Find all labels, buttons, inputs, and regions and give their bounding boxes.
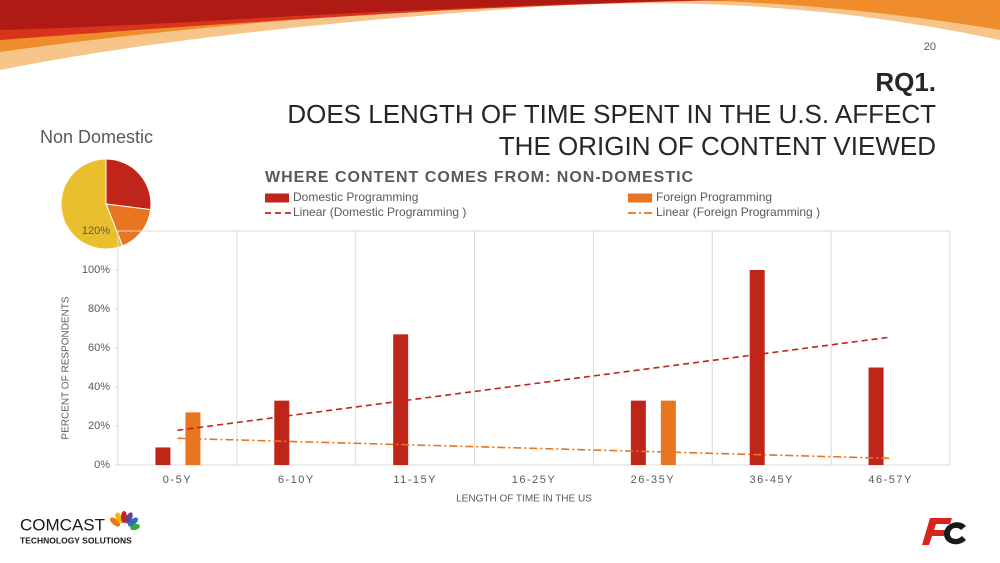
y-axis-label: PERCENT OF RESPONDENTS — [61, 296, 72, 439]
y-tick-label: 60% — [88, 342, 110, 354]
slide-title: THE ORIGIN OF CONTENT VIEWED — [499, 131, 936, 161]
legend-label: Domestic Programming — [293, 190, 418, 204]
y-tick-label: 100% — [82, 264, 110, 276]
peacock-logo — [110, 511, 140, 531]
bar — [155, 447, 171, 465]
bar — [185, 412, 201, 465]
bar — [630, 400, 646, 465]
pie-slice — [105, 158, 152, 211]
y-tick-label: 80% — [88, 303, 110, 315]
bar — [749, 270, 765, 465]
x-tick-label: 0-5Y — [163, 474, 192, 486]
top-swoosh — [0, 0, 1000, 70]
page-number: 20 — [924, 41, 936, 53]
bar-chart: 0% 20% 40% 60% 80% 100% 120% 0-5Y 6-10Y 11-15Y 16-… — [61, 190, 951, 505]
x-tick-label: 26-35Y — [631, 474, 675, 486]
x-tick-label: 6-10Y — [278, 474, 315, 486]
y-tick-label: 120% — [82, 225, 110, 237]
bar — [868, 367, 884, 465]
x-tick-label: 46-57Y — [868, 474, 912, 486]
logo-sub: TECHNOLOGY SOLUTIONS — [20, 535, 132, 545]
slide-title: DOES LENGTH OF TIME SPENT IN THE U.S. AF… — [287, 99, 936, 129]
y-tick-label: 40% — [88, 381, 110, 393]
logo-name: COMCAST — [20, 515, 105, 534]
pie-title: Non Domestic — [40, 127, 153, 147]
x-tick-label: 36-45Y — [749, 474, 793, 486]
pie — [60, 158, 152, 250]
pie-slice — [60, 158, 124, 250]
trendline — [177, 437, 891, 460]
fc-logo — [922, 518, 966, 545]
bar — [274, 400, 290, 465]
slide-title: RQ1. — [875, 67, 936, 97]
legend-label: Linear (Foreign Programming ) — [656, 205, 820, 219]
bar — [393, 334, 409, 465]
x-tick-label: 11-15Y — [393, 474, 437, 486]
legend-label: Foreign Programming — [656, 190, 772, 204]
legend-label: Linear (Domestic Programming ) — [293, 205, 466, 219]
x-tick-label: 16-25Y — [512, 474, 556, 486]
pie-slice — [105, 203, 152, 247]
legend-swatch — [628, 193, 652, 203]
chart-title: WHERE CONTENT COMES FROM: NON-DOMESTIC — [265, 169, 694, 186]
x-axis-label: LENGTH OF TIME IN THE US — [456, 494, 592, 505]
bar — [660, 400, 676, 465]
legend-swatch — [265, 193, 289, 203]
y-tick-label: 0% — [94, 459, 110, 471]
y-tick-label: 20% — [88, 420, 110, 432]
